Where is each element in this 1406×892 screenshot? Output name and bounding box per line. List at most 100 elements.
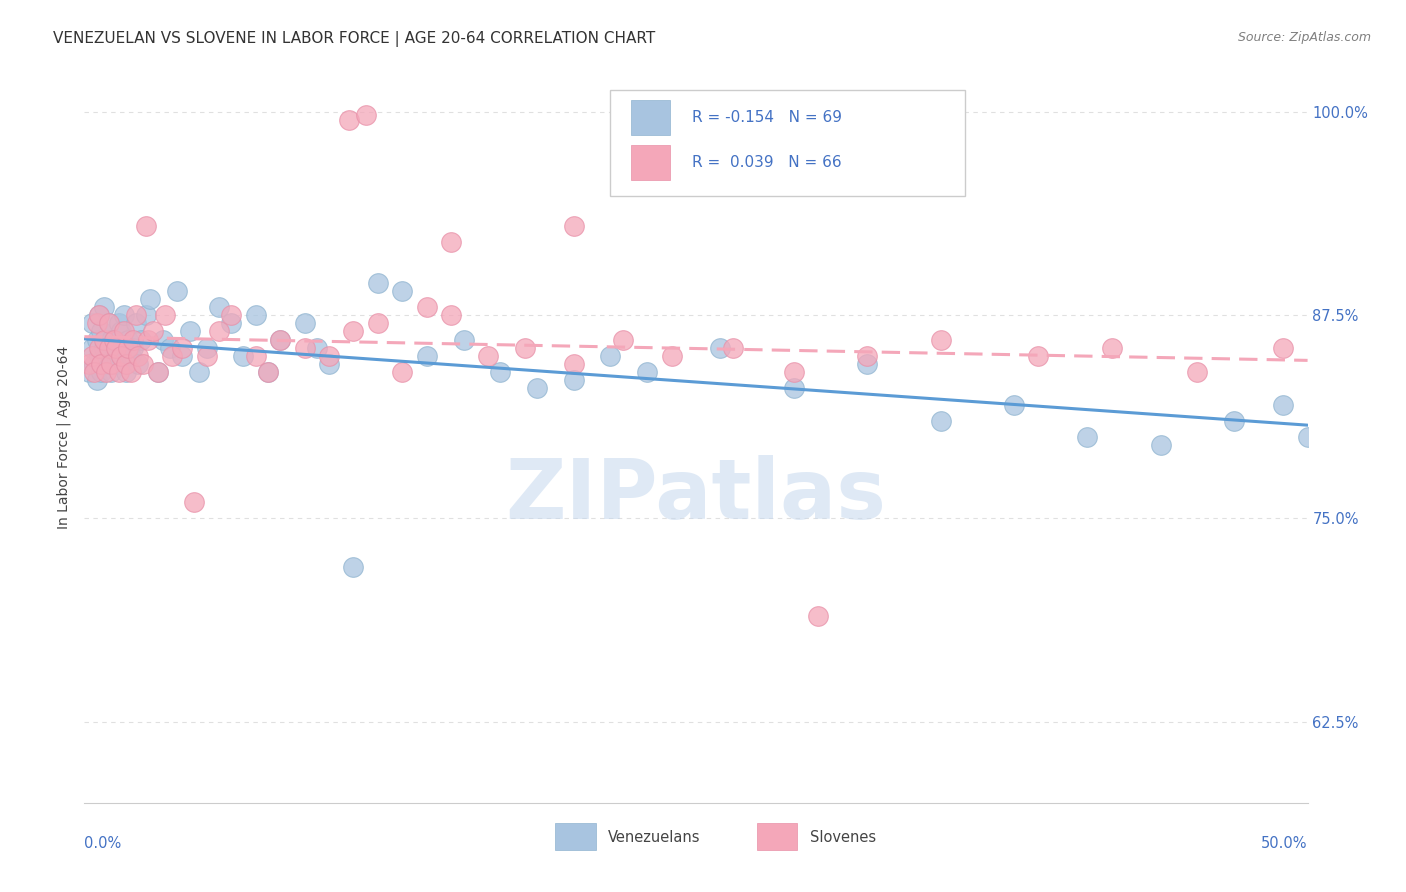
- Point: [117, 341, 139, 355]
- Point: [391, 365, 413, 379]
- Point: [294, 341, 316, 355]
- Point: [661, 349, 683, 363]
- Point: [115, 365, 138, 379]
- Point: [122, 333, 145, 347]
- Point: [219, 308, 242, 322]
- Point: [453, 333, 475, 347]
- Point: [1076, 430, 1098, 444]
- Point: [93, 333, 115, 347]
- Text: 0.0%: 0.0%: [84, 836, 121, 851]
- Point: [294, 316, 316, 330]
- Point: [477, 349, 499, 363]
- Point: [208, 300, 231, 314]
- Point: [269, 333, 291, 347]
- Point: [110, 349, 132, 363]
- Point: [721, 341, 744, 355]
- Point: [100, 365, 122, 379]
- Point: [90, 365, 112, 379]
- Point: [132, 357, 155, 371]
- Text: ZIPatlas: ZIPatlas: [506, 455, 886, 536]
- Point: [122, 341, 145, 355]
- Point: [127, 357, 149, 371]
- Point: [166, 284, 188, 298]
- Point: [342, 325, 364, 339]
- Point: [929, 414, 952, 428]
- Point: [337, 113, 360, 128]
- Point: [367, 316, 389, 330]
- Point: [142, 325, 165, 339]
- Point: [129, 333, 152, 347]
- Bar: [631, 100, 671, 135]
- Point: [100, 333, 122, 347]
- Point: [245, 349, 267, 363]
- Point: [783, 381, 806, 395]
- Point: [188, 365, 211, 379]
- Point: [391, 284, 413, 298]
- Point: [86, 373, 108, 387]
- Point: [367, 276, 389, 290]
- Point: [97, 341, 120, 355]
- Point: [87, 341, 110, 355]
- Point: [77, 365, 100, 379]
- Point: [172, 341, 194, 355]
- Point: [159, 341, 181, 355]
- Text: R = -0.154   N = 69: R = -0.154 N = 69: [692, 110, 842, 125]
- Point: [1272, 341, 1295, 355]
- Point: [86, 333, 108, 347]
- Text: Slovenes: Slovenes: [810, 830, 876, 846]
- Point: [105, 341, 128, 355]
- Point: [257, 365, 280, 379]
- Point: [612, 333, 634, 347]
- Point: [136, 333, 159, 347]
- Bar: [758, 822, 797, 850]
- Point: [195, 349, 218, 363]
- Point: [125, 308, 148, 322]
- Point: [100, 357, 122, 371]
- Point: [183, 495, 205, 509]
- Point: [153, 308, 176, 322]
- Text: VENEZUELAN VS SLOVENE IN LABOR FORCE | AGE 20-64 CORRELATION CHART: VENEZUELAN VS SLOVENE IN LABOR FORCE | A…: [53, 31, 655, 47]
- Point: [107, 365, 129, 379]
- Point: [110, 325, 132, 339]
- Point: [103, 333, 125, 347]
- Point: [125, 316, 148, 330]
- FancyBboxPatch shape: [610, 90, 965, 195]
- Point: [440, 235, 463, 249]
- Point: [1223, 414, 1246, 428]
- Point: [93, 300, 115, 314]
- Point: [318, 349, 340, 363]
- Point: [513, 341, 536, 355]
- Point: [416, 349, 439, 363]
- Point: [257, 365, 280, 379]
- Point: [97, 316, 120, 330]
- Point: [97, 349, 120, 363]
- Point: [146, 365, 169, 379]
- Text: Venezuelans: Venezuelans: [607, 830, 700, 846]
- Point: [1002, 398, 1025, 412]
- Point: [115, 357, 138, 371]
- Point: [77, 357, 100, 371]
- Point: [93, 341, 115, 355]
- Point: [807, 608, 830, 623]
- Point: [783, 365, 806, 379]
- Text: R =  0.039   N = 66: R = 0.039 N = 66: [692, 155, 842, 170]
- Point: [96, 365, 118, 379]
- Point: [105, 357, 128, 371]
- Point: [856, 349, 879, 363]
- Point: [179, 325, 201, 339]
- Point: [120, 349, 142, 363]
- Point: [162, 349, 184, 363]
- Point: [120, 365, 142, 379]
- Point: [135, 308, 157, 322]
- Point: [87, 308, 110, 322]
- Point: [1028, 349, 1050, 363]
- Text: 50.0%: 50.0%: [1261, 836, 1308, 851]
- Point: [103, 341, 125, 355]
- Point: [354, 108, 377, 122]
- Point: [318, 357, 340, 371]
- Point: [416, 300, 439, 314]
- Point: [112, 308, 135, 322]
- Text: Source: ZipAtlas.com: Source: ZipAtlas.com: [1237, 31, 1371, 45]
- Point: [342, 560, 364, 574]
- Point: [1296, 430, 1319, 444]
